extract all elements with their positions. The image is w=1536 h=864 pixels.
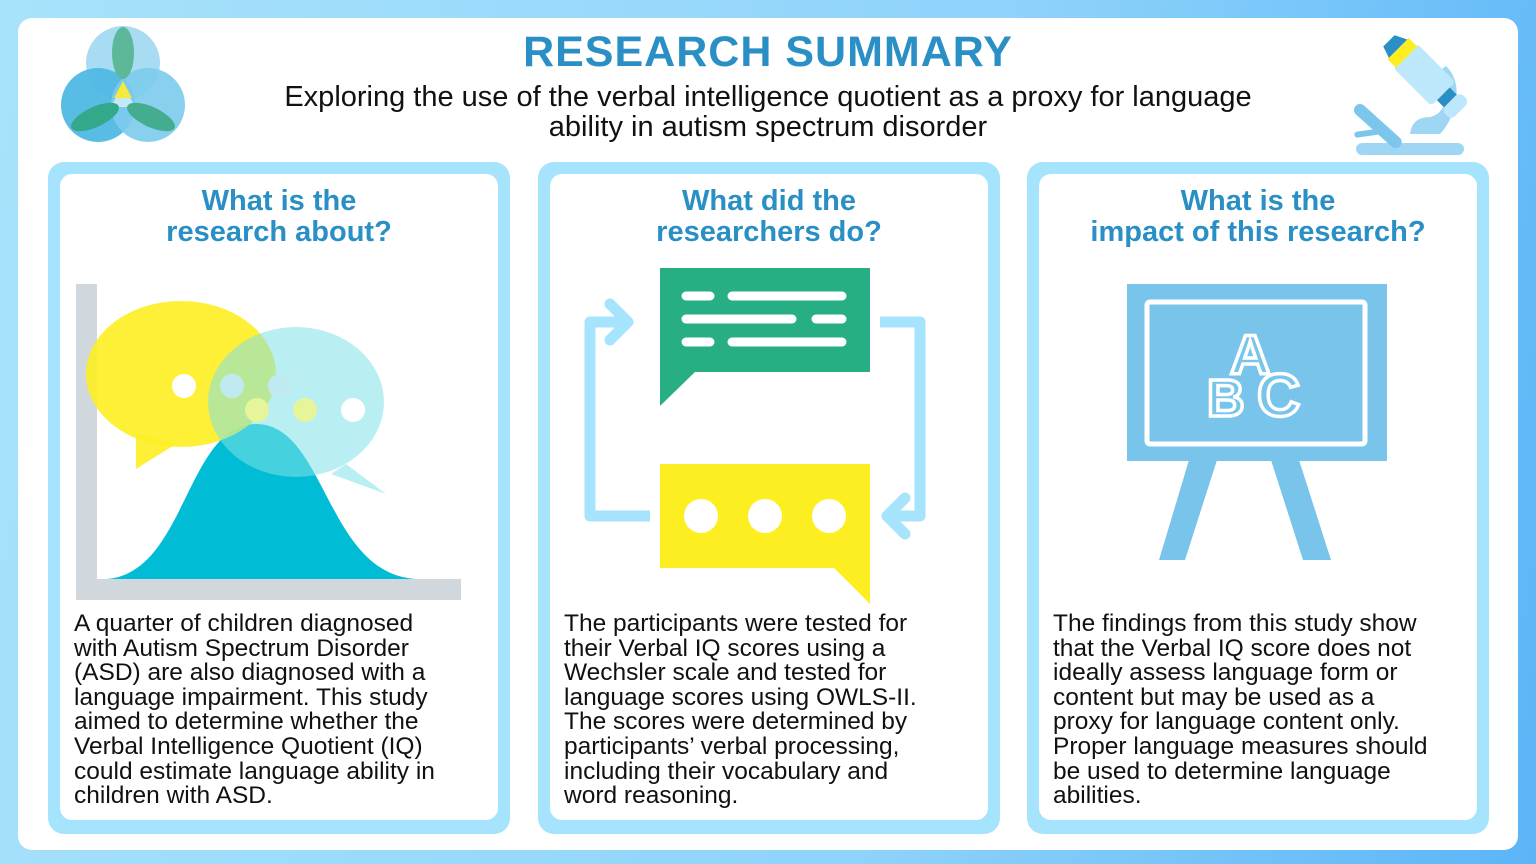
body-line: abilities. — [1053, 782, 1142, 810]
body-line: A quarter of children diagnosed — [74, 610, 414, 637]
board-letter-c: C — [1257, 362, 1300, 429]
board-letter-b: B — [1207, 370, 1245, 428]
card-inner: What did the researchers do? The partici… — [550, 174, 988, 820]
heading-line: What is the — [1180, 185, 1336, 217]
speech-bubbles-bell-curve-icon — [76, 284, 461, 600]
body-line: proxy for language content only. — [1053, 708, 1400, 736]
heading-line: What did the — [682, 185, 856, 217]
board-letter-a: A — [1230, 323, 1270, 386]
body-line: aimed to determine whether the — [74, 708, 419, 736]
body-line: Wechsler scale and tested for — [564, 659, 887, 687]
body-line: ideally assess language form or — [1053, 659, 1398, 687]
body-line: The scores were determined by — [564, 708, 908, 736]
card-heading: What is the impact of this research? — [1039, 186, 1477, 248]
heading-line: What is the — [201, 185, 357, 217]
body-line: that the Verbal IQ score does not — [1053, 634, 1412, 662]
body-line: with Autism Spectrum Disorder — [74, 634, 409, 662]
card-researchers-do: What did the researchers do? The partici… — [538, 162, 1000, 834]
body-line: The findings from this study show — [1053, 610, 1417, 637]
body-line: language impairment. This study — [74, 683, 428, 711]
body-line: participants’ verbal processing, — [564, 732, 900, 760]
card-heading: What did the researchers do? — [550, 186, 988, 248]
page-subtitle: Exploring the use of the verbal intellig… — [200, 82, 1336, 142]
card-heading: What is the research about? — [60, 186, 498, 248]
body-line: content but may be used as a — [1053, 683, 1375, 711]
card-inner: What is the research about? A quarter of… — [60, 174, 498, 820]
card-body-text: The findings from this study show that t… — [1053, 610, 1428, 810]
body-line: be used to determine language — [1053, 757, 1391, 785]
heading-line: impact of this research? — [1090, 216, 1426, 248]
body-line: children with ASD. — [74, 782, 273, 810]
subtitle-line: Exploring the use of the verbal intellig… — [284, 81, 1252, 113]
abc-chalkboard-icon: A B C — [1127, 284, 1387, 560]
body-line: could estimate language ability in — [74, 757, 435, 785]
body-line: language scores using OWLS-II. — [564, 683, 917, 711]
card-body-text: The participants were tested for their V… — [564, 610, 917, 810]
body-line: The participants were tested for — [564, 610, 908, 637]
body-line: their Verbal IQ scores using a — [564, 634, 886, 662]
conversation-cycle-icon — [584, 268, 926, 604]
heading-line: research about? — [166, 216, 392, 248]
trefoil-logo-icon — [61, 26, 185, 142]
card-body-text: A quarter of children diagnosed with Aut… — [74, 610, 435, 810]
card-research-about: What is the research about? A quarter of… — [48, 162, 510, 834]
body-line: including their vocabulary and — [564, 757, 889, 785]
body-line: (ASD) are also diagnosed with a — [74, 659, 426, 687]
heading-line: researchers do? — [656, 216, 882, 248]
subtitle-line: ability in autism spectrum disorder — [548, 111, 988, 143]
microscope-icon — [1354, 35, 1468, 155]
body-line: word reasoning. — [564, 782, 739, 810]
body-line: Proper language measures should — [1053, 732, 1428, 760]
card-research-impact: What is the impact of this research? A B… — [1027, 162, 1489, 834]
page-title: RESEARCH SUMMARY — [523, 28, 1013, 76]
card-inner: What is the impact of this research? A B… — [1039, 174, 1477, 820]
body-line: Verbal Intelligence Quotient (IQ) — [74, 732, 423, 760]
